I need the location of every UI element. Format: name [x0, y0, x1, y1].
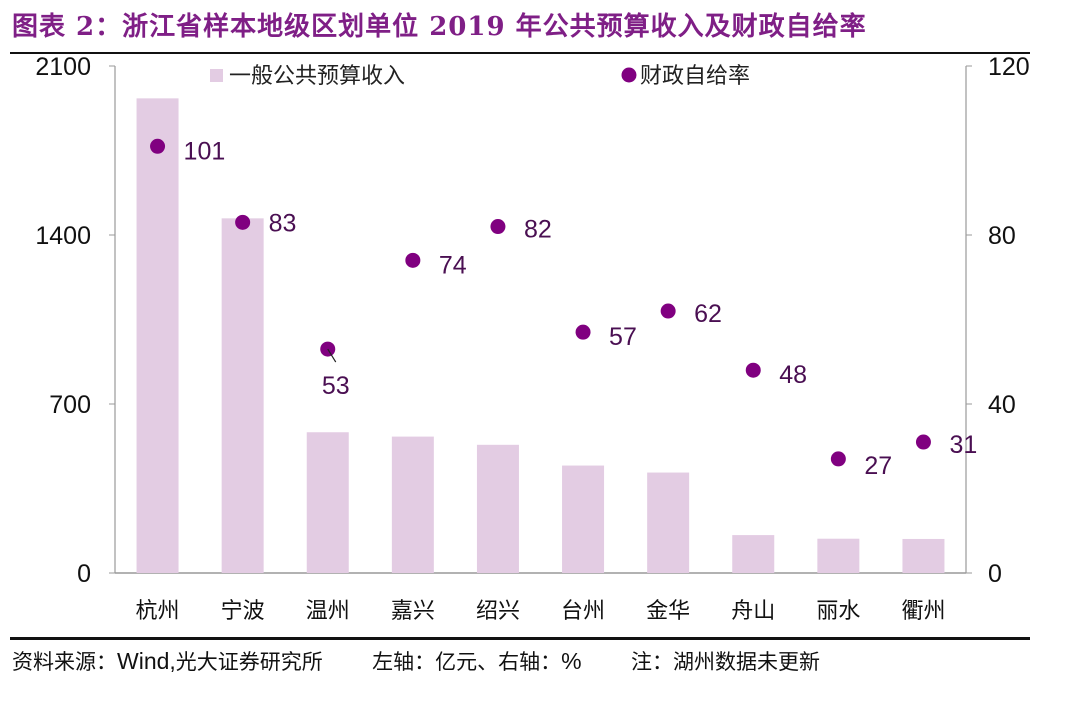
category-label: 丽水 — [816, 599, 860, 624]
data-label: 74 — [439, 251, 467, 279]
footer: 资料来源：Wind, 光大证券研究所 左轴：亿元、右轴：% 注：湖州数据未更新 — [12, 646, 820, 676]
category-label: 绍兴 — [476, 599, 520, 624]
scatter-point — [490, 219, 506, 235]
right-tick-label: 80 — [988, 222, 1016, 250]
category-label: 宁波 — [221, 599, 265, 624]
data-note: 注：湖州数据未更新 — [631, 650, 820, 674]
bar — [391, 436, 434, 573]
bar — [221, 218, 264, 573]
data-label: 82 — [524, 216, 552, 244]
legend-bar-swatch — [210, 69, 223, 82]
scatter-point — [915, 434, 931, 450]
source-wind: Wind, — [117, 648, 176, 674]
axis-note-pct: % — [561, 648, 582, 674]
footer-divider — [10, 637, 1030, 640]
chart-title: 图表 2：浙江省样本地级区划单位 2019 年公共预算收入及财政自给率 — [12, 12, 867, 42]
data-label: 101 — [184, 137, 226, 165]
scatter-point — [235, 214, 251, 230]
axis-note: 左轴：亿元、右轴： — [372, 650, 562, 674]
data-label: 57 — [609, 323, 637, 351]
axes: 0 700 1400 2100 0 40 80 120 杭州 宁波 温州 嘉兴 绍兴 台州 金华 舟山 丽水 衢州 — [35, 53, 1029, 624]
leader-line — [327, 348, 337, 363]
data-label: 53 — [322, 372, 350, 400]
source-rest: 光大证券研究所 — [175, 650, 323, 674]
right-tick-label: 40 — [988, 391, 1016, 419]
legend-dot-label: 财政自给率 — [640, 64, 750, 89]
left-tick-label: 2100 — [35, 53, 91, 81]
bar — [817, 538, 860, 573]
category-label: 舟山 — [731, 599, 775, 624]
bar — [647, 472, 690, 573]
data-label: 31 — [949, 431, 977, 459]
data-label: 83 — [269, 209, 297, 237]
scatter-point — [150, 138, 166, 154]
legend-dot-swatch — [621, 67, 637, 83]
category-label: 温州 — [306, 599, 350, 624]
category-label: 嘉兴 — [391, 599, 435, 624]
data-label: 48 — [779, 361, 807, 389]
data-label: 62 — [694, 300, 722, 328]
right-tick-label: 0 — [988, 560, 1002, 588]
source-label: 资料来源： — [12, 650, 117, 674]
scatter-point — [660, 303, 676, 319]
left-tick-label: 1400 — [35, 222, 91, 250]
category-label: 金华 — [646, 599, 690, 624]
left-tick-label: 700 — [49, 391, 91, 419]
scatter-point — [830, 451, 846, 467]
bar — [732, 535, 775, 573]
category-label: 杭州 — [136, 599, 180, 624]
scatter-point — [405, 252, 421, 268]
bar-series — [136, 98, 945, 573]
bar — [136, 98, 179, 573]
bar — [902, 538, 945, 573]
data-labels: 101 83 53 74 82 57 62 48 27 31 — [184, 137, 978, 480]
legend-bar-label: 一般公共预算收入 — [229, 64, 405, 89]
right-tick-label: 120 — [988, 53, 1030, 81]
scatter-point — [575, 324, 591, 340]
category-label: 台州 — [561, 599, 605, 624]
bar — [306, 432, 349, 573]
legend: 一般公共预算收入 财政自给率 — [210, 64, 750, 89]
scatter-series — [150, 138, 931, 467]
scatter-point — [745, 362, 761, 378]
category-label: 衢州 — [901, 599, 945, 624]
chart-area: 0 700 1400 2100 0 40 80 120 杭州 宁波 温州 嘉兴 绍兴 台州 金华 舟山 丽水 衢州… — [35, 53, 1029, 624]
data-label: 27 — [864, 452, 892, 480]
title-divider — [10, 52, 1030, 54]
left-tick-label: 0 — [77, 560, 91, 588]
bar — [476, 444, 519, 573]
bar — [562, 465, 605, 573]
